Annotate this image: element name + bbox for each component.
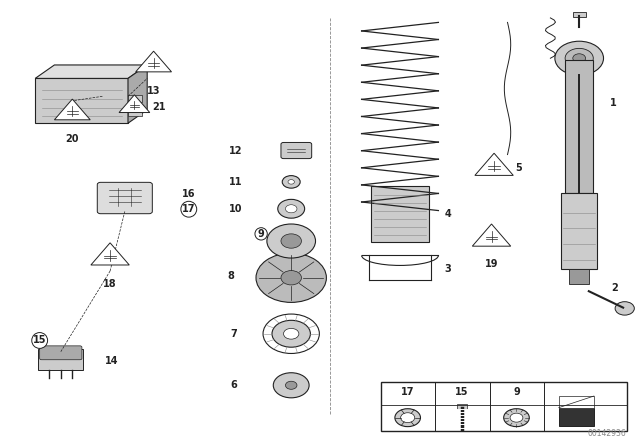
Circle shape xyxy=(573,54,586,63)
Text: 00142936: 00142936 xyxy=(587,429,626,438)
Circle shape xyxy=(555,41,604,75)
Text: 21: 21 xyxy=(152,102,166,112)
Circle shape xyxy=(285,205,297,213)
Text: 5: 5 xyxy=(515,163,522,173)
Text: 11: 11 xyxy=(228,177,243,187)
Polygon shape xyxy=(136,51,172,72)
Polygon shape xyxy=(475,153,513,176)
Circle shape xyxy=(281,271,301,285)
Text: 15: 15 xyxy=(33,336,47,345)
Bar xyxy=(559,408,594,426)
FancyBboxPatch shape xyxy=(97,182,152,214)
Text: 20: 20 xyxy=(65,134,79,144)
Bar xyxy=(561,193,597,269)
Circle shape xyxy=(395,409,420,426)
Text: 1: 1 xyxy=(610,98,616,108)
Text: 18: 18 xyxy=(103,279,117,289)
Bar xyxy=(565,60,593,193)
Text: 10: 10 xyxy=(228,204,243,214)
Circle shape xyxy=(288,180,294,184)
Polygon shape xyxy=(472,224,511,246)
Circle shape xyxy=(263,314,319,353)
Text: 8: 8 xyxy=(227,271,234,281)
Circle shape xyxy=(510,413,523,422)
Polygon shape xyxy=(128,65,147,123)
Polygon shape xyxy=(91,243,129,265)
Polygon shape xyxy=(559,396,594,408)
Circle shape xyxy=(256,253,326,302)
Bar xyxy=(569,269,589,284)
Text: 15: 15 xyxy=(455,387,469,396)
FancyBboxPatch shape xyxy=(40,346,82,360)
Text: 16: 16 xyxy=(182,189,196,198)
Circle shape xyxy=(281,234,301,248)
Circle shape xyxy=(267,224,316,258)
Text: 2: 2 xyxy=(611,283,618,293)
Text: 12: 12 xyxy=(228,146,243,156)
Bar xyxy=(371,186,429,242)
Polygon shape xyxy=(35,65,147,78)
Circle shape xyxy=(282,176,300,188)
Text: 13: 13 xyxy=(147,86,161,96)
Circle shape xyxy=(273,373,309,398)
Text: 19: 19 xyxy=(484,259,499,269)
Text: 9: 9 xyxy=(258,229,264,239)
Bar xyxy=(457,404,467,409)
Text: 4: 4 xyxy=(445,209,451,219)
Polygon shape xyxy=(54,99,90,120)
Circle shape xyxy=(504,409,529,426)
Text: 17: 17 xyxy=(182,204,196,214)
Bar xyxy=(128,95,142,102)
Circle shape xyxy=(284,328,299,339)
Text: 9: 9 xyxy=(513,387,520,396)
Bar xyxy=(38,349,83,370)
Circle shape xyxy=(565,48,593,68)
Bar xyxy=(573,12,586,17)
Text: 3: 3 xyxy=(445,264,451,274)
Circle shape xyxy=(278,199,305,218)
Bar xyxy=(128,108,142,116)
Circle shape xyxy=(401,413,415,422)
Circle shape xyxy=(272,320,310,347)
Text: 14: 14 xyxy=(105,356,119,366)
FancyBboxPatch shape xyxy=(281,142,312,159)
Polygon shape xyxy=(35,78,128,123)
Text: 6: 6 xyxy=(230,380,237,390)
Text: 17: 17 xyxy=(401,387,415,396)
Text: 7: 7 xyxy=(230,329,237,339)
Circle shape xyxy=(285,381,297,389)
Circle shape xyxy=(615,302,634,315)
Bar xyxy=(381,382,627,431)
Polygon shape xyxy=(119,95,150,112)
